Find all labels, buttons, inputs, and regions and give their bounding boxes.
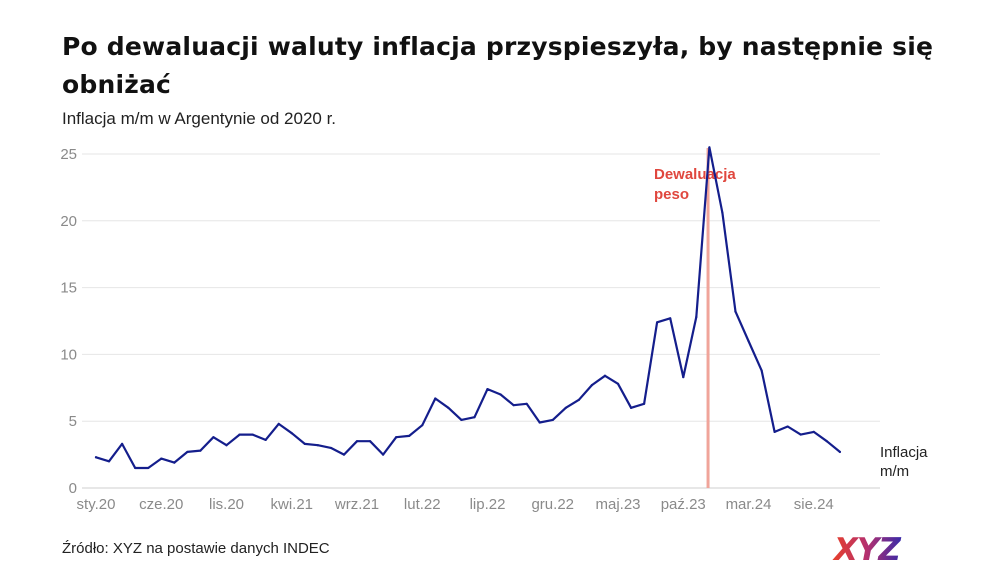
data-point <box>773 430 776 433</box>
data-point <box>290 432 293 435</box>
data-point <box>512 404 515 407</box>
data-point <box>564 406 567 409</box>
data-point <box>212 436 215 439</box>
x-tick-label: mar.24 <box>726 496 772 513</box>
data-point <box>616 382 620 385</box>
x-tick-label: gru.22 <box>531 496 574 513</box>
x-axis-ticks: sty.20 cze.20 lis.20 kwi.21 wrz.21 lut.22 lip.… <box>77 496 834 513</box>
series-line <box>94 146 842 470</box>
data-point <box>277 422 280 425</box>
annotation-label: Dewaluacja <box>654 166 736 183</box>
x-tick-label: kwi.21 <box>270 496 313 513</box>
data-point <box>577 398 580 401</box>
chart-title: Po dewaluacji waluty inflacja przyspiesz… <box>62 32 934 99</box>
data-point <box>186 450 189 454</box>
x-tick-label: maj.23 <box>595 496 640 513</box>
data-point <box>669 317 672 320</box>
data-point <box>721 211 724 214</box>
data-point <box>160 457 163 460</box>
data-point <box>434 397 437 400</box>
data-point <box>94 456 98 459</box>
data-point <box>147 466 150 470</box>
data-point <box>251 433 254 436</box>
data-point <box>786 425 789 428</box>
data-point <box>499 393 502 396</box>
data-point <box>368 440 372 443</box>
data-point <box>486 388 489 391</box>
y-tick-label: 10 <box>60 346 77 363</box>
data-point <box>225 444 228 447</box>
data-point <box>682 376 685 379</box>
data-point <box>134 466 137 470</box>
x-tick-label: wrz.21 <box>334 496 379 513</box>
data-point <box>538 421 541 424</box>
data-point <box>812 430 815 433</box>
x-tick-label: sie.24 <box>794 496 834 513</box>
data-point <box>838 450 841 454</box>
data-point <box>447 406 450 409</box>
x-tick-label: paź.23 <box>661 496 706 513</box>
source-note: Źródło: XYZ na postawie danych INDEC <box>62 540 330 557</box>
data-point <box>643 402 646 405</box>
series-label: m/m <box>880 463 909 480</box>
chart-subtitle: Inflacja m/m w Argentynie od 2020 r. <box>62 109 337 128</box>
logo-text: XYZ <box>832 532 901 565</box>
x-tick-label: lis.20 <box>209 496 244 513</box>
data-point <box>107 460 111 463</box>
y-tick-label: 20 <box>60 213 77 230</box>
data-point <box>760 369 763 372</box>
data-point <box>395 436 398 439</box>
data-point <box>460 418 463 421</box>
y-tick-label: 15 <box>60 280 77 297</box>
x-tick-label: lut.22 <box>404 496 441 513</box>
data-point <box>525 402 528 405</box>
data-point <box>734 310 737 313</box>
data-point <box>825 440 828 443</box>
data-point <box>603 374 607 377</box>
data-point <box>238 433 241 436</box>
y-tick-label: 5 <box>69 413 77 430</box>
data-point <box>121 442 124 446</box>
data-point <box>421 424 424 427</box>
y-axis-ticks: 0 5 10 15 20 25 <box>60 146 77 497</box>
data-point <box>199 449 202 452</box>
data-point <box>799 433 802 436</box>
data-point <box>329 446 332 450</box>
data-point <box>656 321 659 324</box>
y-tick-label: 0 <box>69 480 77 497</box>
data-point <box>590 384 594 387</box>
series-label: Inflacja <box>880 444 928 461</box>
x-tick-label: cze.20 <box>139 496 183 513</box>
data-point <box>473 416 476 419</box>
data-point <box>264 438 267 442</box>
grid-lines <box>82 153 880 489</box>
data-point <box>316 444 319 447</box>
data-point <box>173 461 176 464</box>
series: Inflacja m/m <box>94 146 928 480</box>
data-point <box>303 442 306 446</box>
data-point <box>695 315 698 319</box>
x-tick-label: lip.22 <box>470 496 506 513</box>
data-point <box>708 146 711 149</box>
data-point <box>629 406 633 409</box>
data-point <box>747 339 750 343</box>
x-tick-label: sty.20 <box>77 496 116 513</box>
data-point <box>551 418 554 421</box>
data-point <box>342 453 346 456</box>
xyz-logo: XYZ <box>832 532 902 565</box>
y-tick-label: 25 <box>60 146 77 163</box>
data-point <box>355 440 359 443</box>
data-point <box>382 453 385 456</box>
data-point <box>408 434 411 437</box>
annotation-label: peso <box>654 186 689 203</box>
